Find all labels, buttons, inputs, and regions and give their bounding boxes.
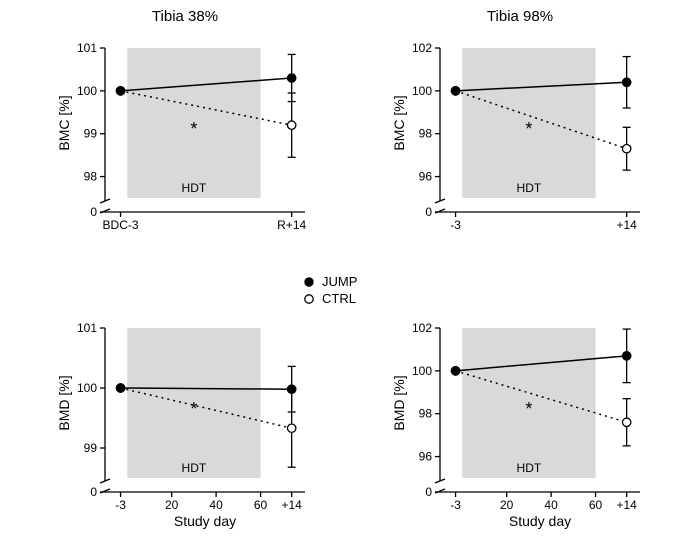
x-tick-label: -3 [450,498,461,512]
jump-marker [622,78,630,86]
legend-item-ctrl: CTRL [302,291,357,306]
hdt-label: HDT [517,181,542,195]
panel-bottom-right: 96 98 100 102 0 BMD [%] 20 40 60 -3 +14 Study day HD… [390,320,650,530]
ctrl-marker [287,424,295,432]
legend-label-jump: JUMP [322,274,357,289]
jump-marker [451,87,459,95]
x-tick-label: -3 [115,498,126,512]
y-tick-label: 101 [77,321,97,335]
y-tick-label-zero: 0 [425,485,432,499]
significance-star: * [190,399,197,419]
y-tick-label: 98 [84,170,98,184]
x-tick-label: 60 [254,498,268,512]
jump-marker [451,367,459,375]
jump-marker [622,352,630,360]
y-axis-label: BMC [%] [56,95,72,150]
significance-star: * [190,119,197,139]
y-tick-label: 100 [412,364,432,378]
y-tick-label: 96 [419,170,433,184]
x-tick-label: +14 [281,498,302,512]
legend-label-ctrl: CTRL [322,291,356,306]
y-tick-label: 101 [77,41,97,55]
y-axis-label: BMD [%] [391,375,407,430]
ctrl-marker [287,121,295,129]
x-axis-label: Study day [174,513,236,529]
ctrl-marker [622,145,630,153]
y-tick-label: 99 [84,441,98,455]
significance-star: * [525,119,532,139]
y-tick-label: 100 [77,381,97,395]
significance-star: * [525,399,532,419]
column-title-left-text: Tibia 38% [152,8,218,25]
y-tick-label: 102 [412,41,432,55]
y-tick-label-zero: 0 [425,205,432,219]
hdt-label: HDT [182,181,207,195]
hdt-label: HDT [182,461,207,475]
y-tick-label: 96 [419,450,433,464]
y-axis-label: BMD [%] [56,375,72,430]
x-tick-label: 20 [165,498,179,512]
x-tick-label: 40 [209,498,223,512]
x-tick-label: +14 [616,218,637,232]
y-tick-label: 98 [419,127,433,141]
jump-marker [116,384,124,392]
open-circle-icon [302,292,316,306]
column-title-left: Tibia 38% [110,8,260,25]
x-tick-label: -3 [450,218,461,232]
x-axis-label: Study day [509,513,571,529]
x-tick-label: 60 [589,498,603,512]
jump-marker [287,385,295,393]
y-tick-label: 99 [84,127,98,141]
x-tick-label: 40 [544,498,558,512]
jump-marker [287,74,295,82]
figure-root: Tibia 38% Tibia 98% JUMP CTRL 98 99 100 101… [0,0,685,543]
y-tick-label-zero: 0 [90,205,97,219]
y-tick-label: 100 [77,84,97,98]
column-title-right-text: Tibia 98% [487,8,553,25]
jump-marker [116,87,124,95]
panel-bottom-left: 99 100 101 0 BMD [%] 20 40 60 -3 +14 Study day HDT * [55,320,315,530]
legend-item-jump: JUMP [302,274,357,289]
ctrl-marker [622,418,630,426]
y-tick-label: 102 [412,321,432,335]
panel-top-right: 96 98 100 102 0 BMC [%] -3 +14 HDT * [390,40,650,250]
column-title-right: Tibia 98% [445,8,595,25]
filled-circle-icon [302,275,316,289]
x-tick-label: R+14 [277,218,306,232]
y-axis-label: BMC [%] [391,95,407,150]
y-tick-label: 100 [412,84,432,98]
x-tick-label: 20 [500,498,514,512]
y-tick-label: 98 [419,407,433,421]
y-tick-label-zero: 0 [90,485,97,499]
panel-top-left: 98 99 100 101 0 BMC [%] BDC-3 R+14 HDT * [55,40,315,250]
legend: JUMP CTRL [302,272,357,308]
x-tick-label: +14 [616,498,637,512]
x-tick-label: BDC-3 [103,218,139,232]
hdt-label: HDT [517,461,542,475]
